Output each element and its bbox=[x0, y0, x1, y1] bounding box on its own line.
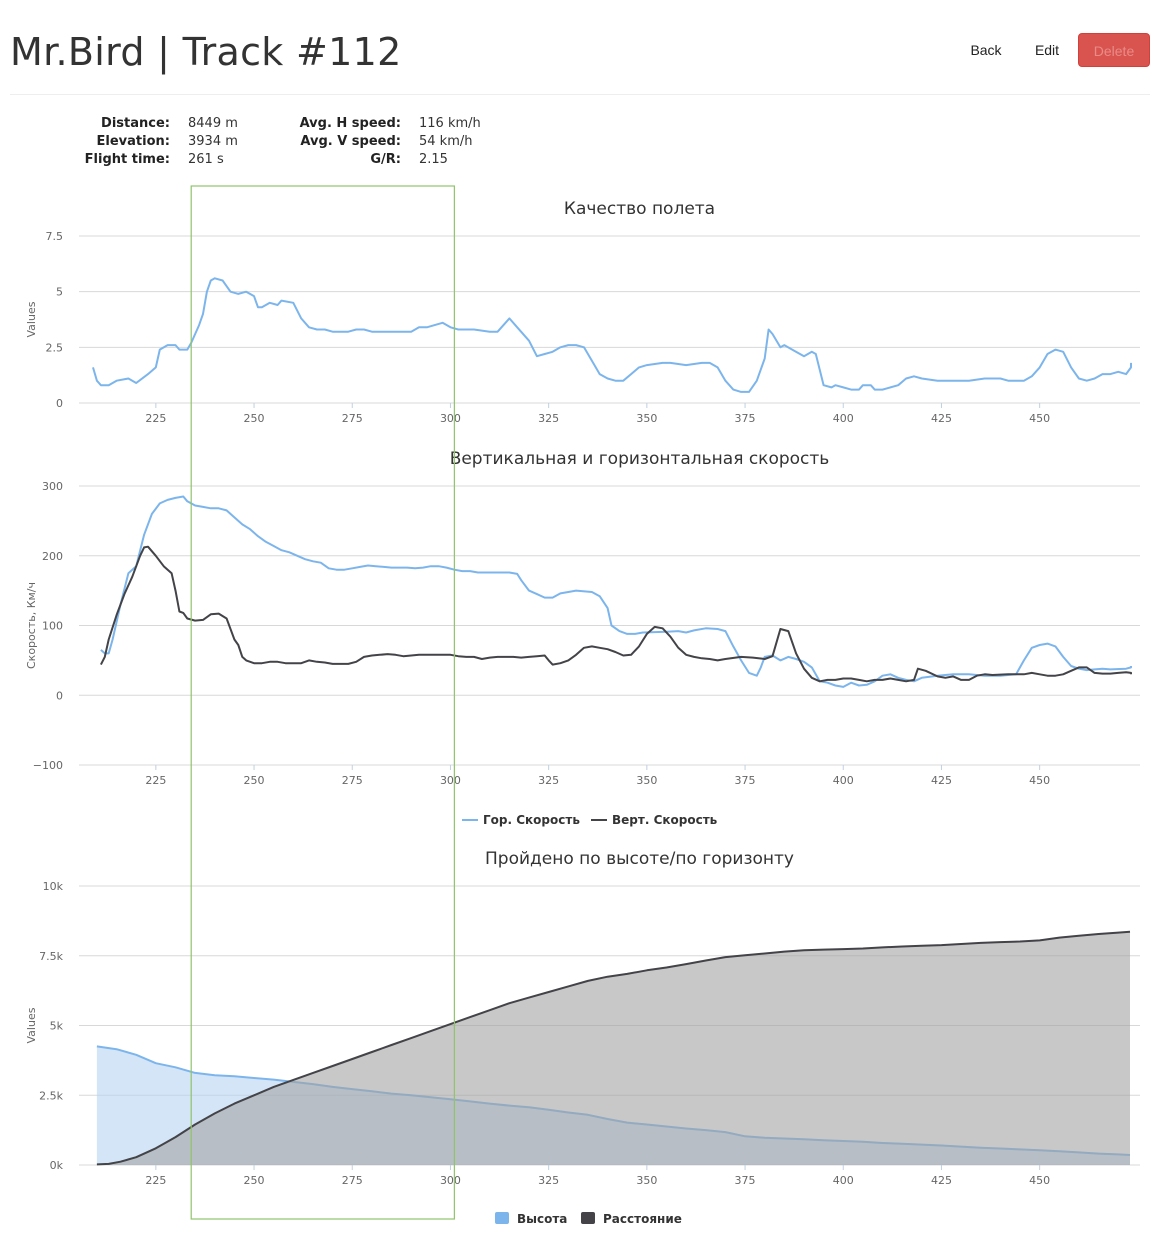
stat-value: 8449 m bbox=[188, 116, 238, 131]
legend-item[interactable]: Высота bbox=[495, 1212, 567, 1226]
x-tick-label: 225 bbox=[145, 774, 166, 787]
series-line-1[interactable] bbox=[92, 277, 1132, 393]
stat-label: Avg. H speed: bbox=[299, 116, 401, 131]
legend-item[interactable]: Верт. Скорость bbox=[591, 813, 718, 827]
y-axis-label: Скорость, Км/ч bbox=[25, 582, 38, 669]
y-tick-label: 100 bbox=[42, 620, 63, 633]
legend-label: Гор. Скорость bbox=[483, 813, 580, 827]
chart-3: Пройдено по высоте/по горизонту 0k 2.5k 5k 7… bbox=[25, 849, 1140, 1226]
x-tick-label: 250 bbox=[244, 412, 265, 425]
chart-1: Качество полета 0 2.5 5 7.5 Values 225 250 275 30… bbox=[25, 199, 1140, 425]
stat-label: Distance: bbox=[101, 116, 170, 131]
x-tick-label: 300 bbox=[440, 412, 461, 425]
x-tick-label: 400 bbox=[833, 1174, 854, 1187]
y-tick-label: 7.5k bbox=[39, 950, 63, 963]
x-tick-label: 275 bbox=[342, 412, 363, 425]
x-tick-label: 225 bbox=[145, 1174, 166, 1187]
y-tick-label: 0 bbox=[56, 689, 63, 702]
edit-button[interactable]: Edit bbox=[1034, 42, 1060, 58]
x-tick-label: 375 bbox=[735, 1174, 756, 1187]
stats-left: Distance: 8449 m Elevation: 3934 m Fligh… bbox=[60, 115, 238, 169]
x-tick-label: 400 bbox=[833, 774, 854, 787]
legend-label: Расстояние bbox=[603, 1212, 682, 1226]
stat-avg-h-speed: Avg. H speed: 116 km/h bbox=[280, 115, 481, 133]
x-tick-label: 425 bbox=[931, 774, 952, 787]
x-tick-label: 275 bbox=[342, 774, 363, 787]
x-tick-label: 375 bbox=[735, 774, 756, 787]
stat-value: 54 km/h bbox=[419, 134, 473, 149]
x-tick-label: 350 bbox=[636, 774, 657, 787]
x-tick-label: 450 bbox=[1029, 412, 1050, 425]
x-tick-label: 450 bbox=[1029, 1174, 1050, 1187]
x-tick-label: 350 bbox=[636, 412, 657, 425]
legend-symbol bbox=[495, 1212, 509, 1224]
chart-title: Качество полета bbox=[564, 199, 715, 219]
y-axis-label: Values bbox=[25, 1007, 38, 1043]
y-axis-label: Values bbox=[25, 301, 38, 337]
stat-value: 3934 m bbox=[188, 134, 238, 149]
stat-elevation: Elevation: 3934 m bbox=[60, 133, 238, 151]
y-tick-label: 300 bbox=[42, 480, 63, 493]
x-tick-label: 300 bbox=[440, 1174, 461, 1187]
stat-label: Elevation: bbox=[96, 134, 170, 149]
x-tick-label: 325 bbox=[538, 774, 559, 787]
chart-2: Вертикальная и горизонтальная скорость −1… bbox=[25, 449, 1140, 827]
stat-label: Avg. V speed: bbox=[300, 134, 401, 149]
x-tick-label: 375 bbox=[735, 412, 756, 425]
stat-flight-time: Flight time: 261 s bbox=[60, 151, 238, 169]
x-tick-label: 400 bbox=[833, 412, 854, 425]
x-tick-label: 425 bbox=[931, 1174, 952, 1187]
selection-range-box[interactable] bbox=[190, 185, 455, 1220]
y-tick-label: 2.5k bbox=[39, 1089, 63, 1102]
x-tick-label: 300 bbox=[440, 774, 461, 787]
stats-right: Avg. H speed: 116 km/h Avg. V speed: 54 … bbox=[280, 115, 481, 169]
x-tick-label: 450 bbox=[1029, 774, 1050, 787]
x-tick-label: 275 bbox=[342, 1174, 363, 1187]
series-line-1[interactable] bbox=[100, 495, 1132, 688]
x-tick-label: 250 bbox=[244, 1174, 265, 1187]
y-tick-label: −100 bbox=[33, 759, 63, 772]
stat-distance: Distance: 8449 m bbox=[60, 115, 238, 133]
header-divider bbox=[10, 94, 1150, 95]
y-tick-label: 2.5 bbox=[46, 341, 64, 354]
y-tick-label: 5 bbox=[56, 286, 63, 299]
stat-value: 261 s bbox=[188, 152, 224, 167]
delete-button[interactable]: Delete bbox=[1078, 33, 1150, 67]
series-line-2[interactable] bbox=[96, 930, 1131, 1166]
legend-symbol bbox=[581, 1212, 595, 1224]
x-tick-label: 325 bbox=[538, 412, 559, 425]
series-area-2 bbox=[96, 931, 1130, 1165]
x-tick-label: 225 bbox=[145, 412, 166, 425]
legend: Высота Расстояние bbox=[495, 1212, 682, 1226]
chart-title: Пройдено по высоте/по горизонту bbox=[485, 849, 794, 869]
back-button[interactable]: Back bbox=[970, 42, 1002, 58]
series-line-2[interactable] bbox=[100, 545, 1132, 683]
x-tick-label: 250 bbox=[244, 774, 265, 787]
y-tick-label: 7.5 bbox=[46, 230, 64, 243]
legend: Гор. Скорость Верт. Скорость bbox=[462, 813, 718, 827]
stat-label: G/R: bbox=[370, 152, 401, 167]
stat-value: 116 km/h bbox=[419, 116, 481, 131]
stat-label: Flight time: bbox=[84, 152, 170, 167]
y-tick-label: 5k bbox=[50, 1020, 64, 1033]
x-tick-label: 425 bbox=[931, 412, 952, 425]
y-tick-label: 0 bbox=[56, 397, 63, 410]
y-tick-label: 10k bbox=[43, 880, 64, 893]
x-tick-label: 350 bbox=[636, 1174, 657, 1187]
stat-value: 2.15 bbox=[419, 152, 448, 167]
chart-title: Вертикальная и горизонтальная скорость bbox=[450, 449, 830, 469]
y-tick-label: 200 bbox=[42, 550, 63, 563]
page-title: Mr.Bird | Track #112 bbox=[10, 30, 402, 74]
legend-label: Верт. Скорость bbox=[612, 813, 718, 827]
legend-item[interactable]: Гор. Скорость bbox=[462, 813, 580, 827]
legend-item[interactable]: Расстояние bbox=[581, 1212, 682, 1226]
stat-glide-ratio: G/R: 2.15 bbox=[280, 151, 481, 169]
stat-avg-v-speed: Avg. V speed: 54 km/h bbox=[280, 133, 481, 151]
legend-label: Высота bbox=[517, 1212, 567, 1226]
y-tick-label: 0k bbox=[50, 1159, 64, 1172]
x-tick-label: 325 bbox=[538, 1174, 559, 1187]
